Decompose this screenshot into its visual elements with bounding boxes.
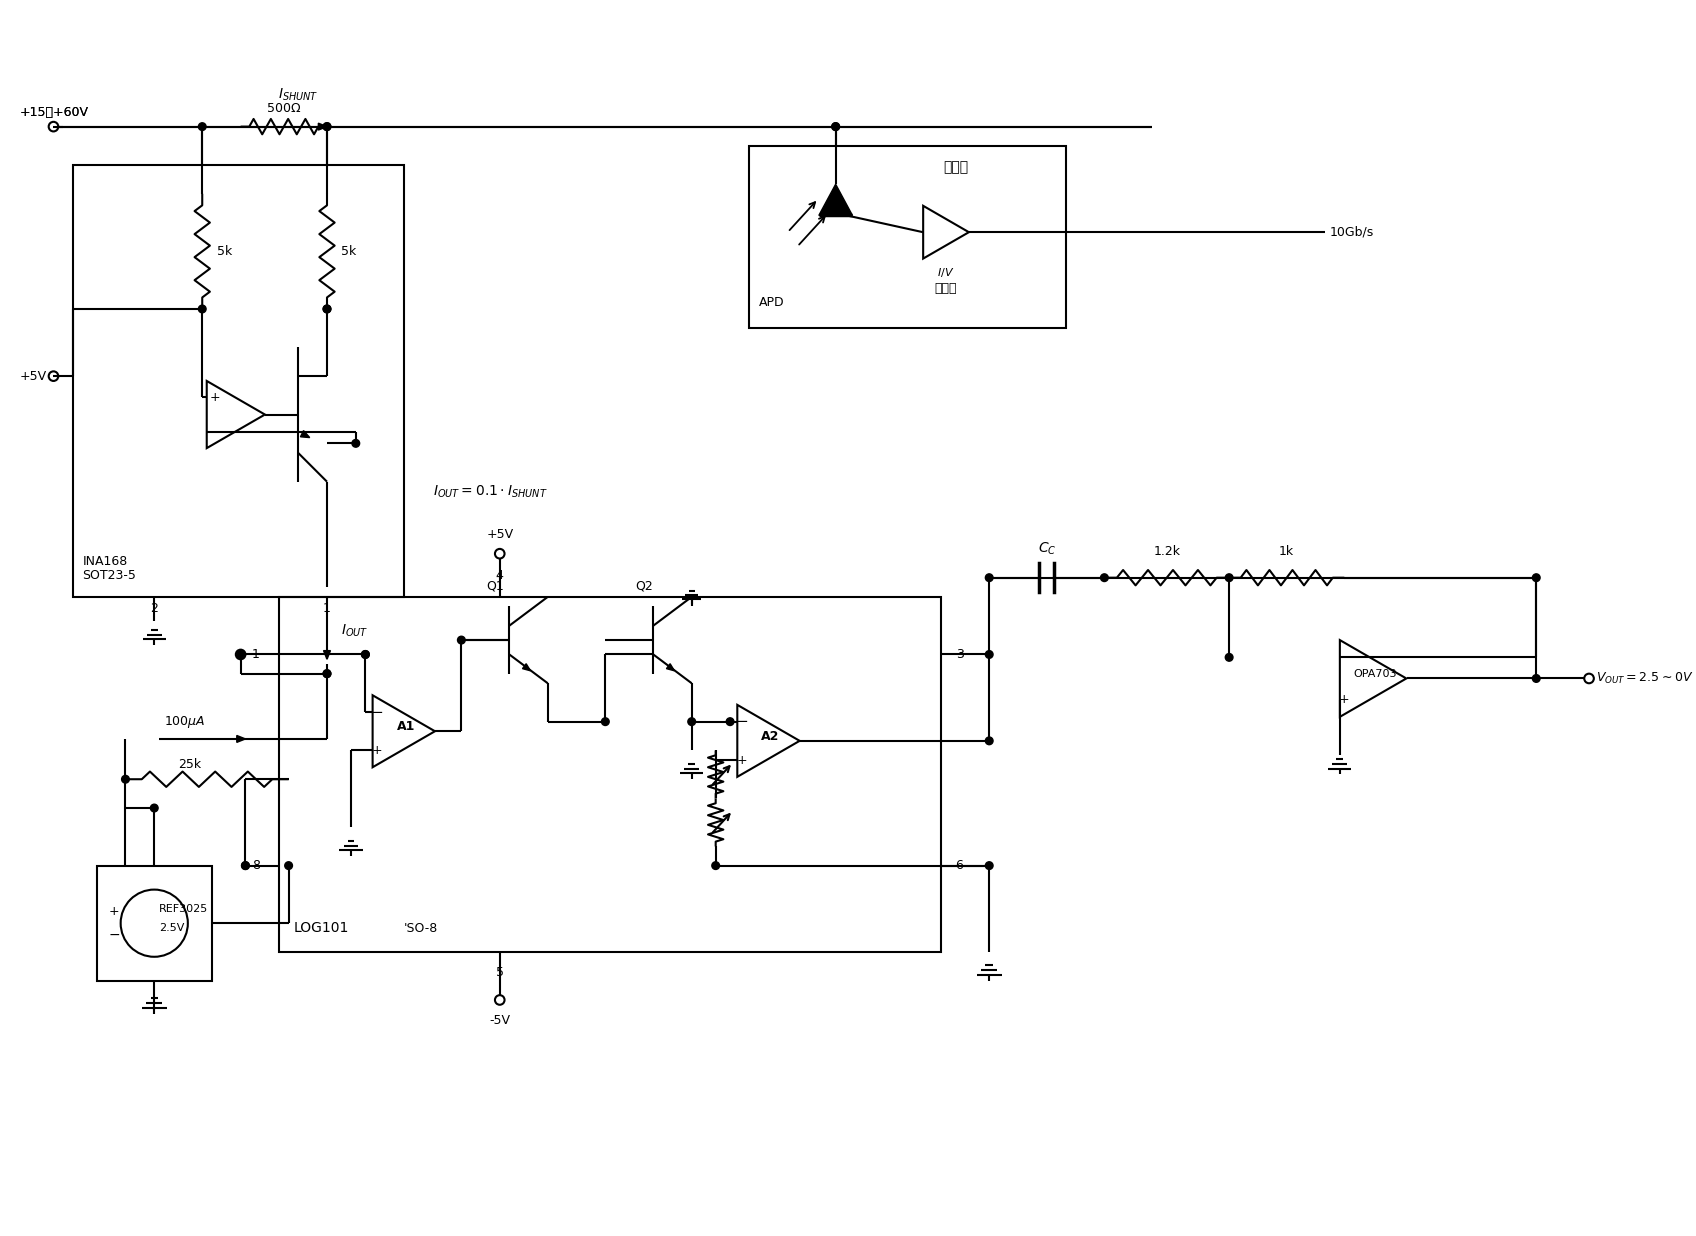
- Text: Q1: Q1: [487, 580, 504, 592]
- Circle shape: [324, 670, 331, 677]
- Bar: [97, 865, 212, 981]
- Text: +: +: [1340, 693, 1350, 706]
- Circle shape: [1533, 675, 1540, 682]
- Text: $C_C$: $C_C$: [1038, 540, 1057, 556]
- Circle shape: [324, 670, 331, 677]
- Circle shape: [324, 122, 331, 131]
- Text: −: −: [736, 714, 748, 729]
- Text: 6: 6: [955, 859, 963, 873]
- Text: 2.5V: 2.5V: [159, 923, 185, 933]
- Polygon shape: [319, 124, 327, 130]
- Text: −: −: [209, 425, 220, 439]
- Circle shape: [985, 650, 994, 659]
- Circle shape: [1101, 574, 1107, 581]
- Text: APD: APD: [758, 295, 785, 309]
- Text: 变换器: 变换器: [934, 282, 957, 295]
- Circle shape: [1533, 574, 1540, 581]
- Text: $I_{OUT}=0.1\cdot I_{SHUNT}$: $I_{OUT}=0.1\cdot I_{SHUNT}$: [432, 483, 548, 499]
- Text: 1k: 1k: [1279, 545, 1294, 559]
- Polygon shape: [667, 664, 675, 671]
- Text: $100\mu A$: $100\mu A$: [165, 713, 205, 729]
- Polygon shape: [300, 430, 310, 438]
- Circle shape: [985, 861, 994, 869]
- Circle shape: [241, 861, 249, 869]
- Text: 5: 5: [495, 967, 504, 979]
- Text: $I_{OUT}$: $I_{OUT}$: [341, 622, 368, 639]
- Text: 3: 3: [955, 648, 963, 661]
- Polygon shape: [819, 184, 853, 215]
- Circle shape: [324, 122, 331, 131]
- Text: 2: 2: [151, 602, 158, 614]
- Text: −: −: [109, 928, 120, 942]
- Text: 25k: 25k: [178, 759, 202, 771]
- Text: 500Ω: 500Ω: [266, 103, 300, 115]
- Circle shape: [285, 861, 292, 869]
- Text: +5V: +5V: [20, 370, 47, 383]
- Text: 5k: 5k: [217, 245, 232, 258]
- Circle shape: [985, 737, 994, 744]
- Circle shape: [831, 122, 840, 131]
- Text: +: +: [736, 754, 746, 766]
- Text: +15～+60V: +15～+60V: [20, 106, 88, 119]
- Text: +: +: [371, 744, 382, 756]
- Text: 1: 1: [322, 602, 331, 614]
- Bar: [73, 166, 404, 597]
- Text: 5k: 5k: [341, 245, 356, 258]
- Circle shape: [985, 574, 994, 581]
- Text: 'SO-8: 'SO-8: [404, 922, 438, 934]
- Circle shape: [602, 718, 609, 726]
- Circle shape: [831, 122, 840, 131]
- Bar: [750, 146, 1067, 329]
- Circle shape: [237, 650, 244, 659]
- Text: −: −: [370, 705, 383, 719]
- Text: A1: A1: [397, 719, 416, 733]
- Text: 8: 8: [251, 859, 259, 873]
- Circle shape: [712, 861, 719, 869]
- Polygon shape: [324, 650, 331, 659]
- Circle shape: [198, 305, 207, 313]
- Text: 1: 1: [253, 648, 259, 661]
- Text: A2: A2: [762, 729, 780, 743]
- Circle shape: [241, 861, 249, 869]
- Circle shape: [122, 775, 129, 784]
- Circle shape: [324, 305, 331, 313]
- Text: 1.2k: 1.2k: [1153, 545, 1180, 559]
- Circle shape: [458, 637, 465, 644]
- Circle shape: [353, 440, 360, 447]
- Text: Q2: Q2: [634, 580, 653, 592]
- Text: +5V: +5V: [487, 528, 514, 541]
- Text: REF3025: REF3025: [159, 904, 209, 913]
- Polygon shape: [237, 735, 246, 743]
- Circle shape: [726, 718, 734, 726]
- Text: 接收器: 接收器: [943, 161, 968, 174]
- Circle shape: [151, 805, 158, 812]
- Text: $I_{SHUNT}$: $I_{SHUNT}$: [278, 87, 319, 103]
- Circle shape: [198, 122, 207, 131]
- Text: INA168: INA168: [83, 555, 127, 569]
- Text: +: +: [109, 905, 119, 918]
- Text: -5V: -5V: [488, 1015, 510, 1027]
- Text: $V_{OUT}=2.5\sim0V$: $V_{OUT}=2.5\sim0V$: [1596, 671, 1693, 686]
- Circle shape: [1225, 574, 1233, 581]
- Text: +: +: [209, 391, 220, 404]
- Polygon shape: [522, 664, 531, 671]
- Circle shape: [361, 650, 370, 659]
- Text: $I/V$: $I/V$: [938, 266, 955, 279]
- Text: −: −: [1338, 650, 1350, 665]
- Text: 10Gb/s: 10Gb/s: [1330, 226, 1374, 239]
- Circle shape: [689, 718, 695, 726]
- Circle shape: [1225, 654, 1233, 661]
- Text: SOT23-5: SOT23-5: [83, 570, 136, 582]
- Circle shape: [324, 305, 331, 313]
- Text: OPA703: OPA703: [1353, 669, 1398, 679]
- Text: +15～+60V: +15～+60V: [20, 106, 88, 119]
- Text: LOG101: LOG101: [293, 921, 349, 934]
- Circle shape: [361, 650, 370, 659]
- Text: 4: 4: [495, 570, 504, 582]
- Bar: [280, 597, 941, 952]
